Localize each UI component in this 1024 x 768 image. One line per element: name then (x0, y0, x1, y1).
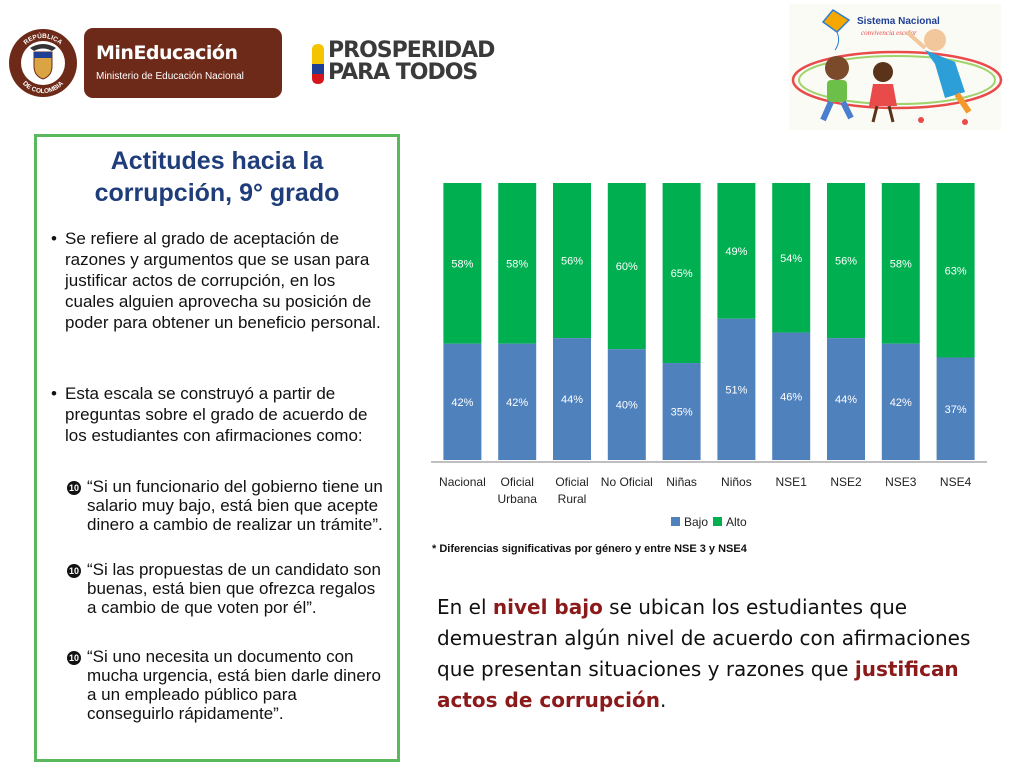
prosperidad-line2: PARA TODOS (328, 60, 478, 85)
sistema-nacional-line2: convivencia escolar (861, 29, 917, 37)
data-label-bajo: 42% (506, 397, 528, 409)
highlight-nivel-bajo: nivel bajo (492, 595, 603, 619)
panel-title: Actitudes hacia la corrupción, 9° grado (37, 145, 397, 209)
bullet-marker: • (51, 384, 57, 403)
legend-swatch-bajo (671, 517, 680, 526)
data-label-alto: 54% (780, 253, 802, 265)
mineducacion-title: MinEducación (96, 42, 238, 64)
sistema-nacional-convivencia-logo: Sistema Nacional convivencia escolar (789, 4, 1003, 130)
quote-item: “Si las propuestas de un candidato son b… (87, 560, 381, 617)
bar-bajo (936, 357, 975, 460)
bar-alto (772, 183, 811, 333)
bullet-definition: Se refiere al grado de aceptación de raz… (65, 229, 381, 332)
bar-bajo (443, 343, 482, 460)
data-label-alto: 60% (616, 261, 638, 273)
data-label-bajo: 46% (780, 391, 802, 403)
x-tick-label: Nacional (439, 475, 486, 489)
quote-bullet-icon: 10 (67, 564, 81, 578)
data-label-bajo: 40% (616, 400, 638, 412)
x-tick-label: NSE2 (830, 475, 862, 489)
legend-label-bajo: Bajo (684, 515, 708, 529)
x-tick-label: Urbana (498, 492, 538, 506)
legend-swatch-alto (713, 517, 722, 526)
panel-title-line2: corrupción, 9° grado (94, 179, 340, 207)
bar-bajo (772, 332, 811, 460)
bar-bajo (827, 338, 865, 460)
x-tick-label: Oficial (501, 475, 534, 489)
stacked-bar-chart: 58% 42% Nacional 58% 42% Oficial Urbana 56% 44% O… (431, 183, 987, 529)
mineducacion-subtitle: Ministerio de Educación Nacional (96, 71, 244, 82)
quote-item: “Si un funcionario del gobierno tiene un… (87, 477, 383, 534)
panel-title-line1: Actitudes hacia la (110, 147, 324, 175)
explanation-part2: se ubican los estudiantes que demuestran… (437, 595, 971, 681)
x-tick-label: Niñas (666, 475, 697, 489)
bar-alto (553, 183, 591, 339)
quote-item: “Si uno necesita un documento con mucha … (87, 647, 381, 723)
x-tick-label: Rural (558, 492, 587, 506)
bar-alto (443, 183, 482, 344)
explanation-part3: . (659, 688, 667, 712)
data-label-bajo: 35% (671, 407, 693, 419)
bar-alto (498, 183, 537, 344)
explanation-text: En el nivel bajo se ubican los estudiant… (437, 592, 1007, 716)
prosperidad-line1: PROSPERIDAD (328, 38, 495, 63)
definition-panel: Actitudes hacia la corrupción, 9° grado … (34, 134, 400, 762)
colombia-coat-of-arms-logo: REPÚBLICA DE COLOMBIA (9, 29, 77, 97)
bar-alto (607, 183, 646, 350)
bullet-scale: Esta escala se construyó a partir de pre… (65, 384, 368, 445)
bar-alto (662, 183, 701, 364)
mineducacion-logo: MinEducación Ministerio de Educación Nac… (84, 28, 282, 98)
data-label-alto: 58% (890, 258, 912, 270)
explanation-part1: En el (437, 595, 493, 619)
data-label-alto: 58% (506, 258, 528, 270)
legend-label-alto: Alto (726, 515, 747, 529)
x-tick-label: Niños (721, 475, 752, 489)
bar-bajo (717, 318, 756, 460)
prosperidad-para-todos-logo: PROSPERIDAD PARA TODOS (328, 38, 495, 85)
bar-bajo (881, 343, 920, 460)
x-tick-label: Oficial (555, 475, 588, 489)
bar-bajo (662, 363, 701, 460)
data-label-alto: 63% (945, 265, 967, 277)
bar-bajo (498, 343, 537, 460)
data-label-bajo: 42% (451, 397, 473, 409)
data-label-bajo: 44% (835, 394, 857, 406)
x-tick-label: NSE1 (776, 475, 808, 489)
data-label-bajo: 44% (561, 394, 583, 406)
bar-alto (827, 183, 865, 339)
bar-bajo (607, 349, 646, 460)
data-label-bajo: 37% (945, 404, 967, 416)
data-label-alto: 49% (725, 246, 747, 258)
chart-footnote: * Diferencias significativas por género … (432, 543, 747, 555)
data-label-alto: 58% (451, 258, 473, 270)
bar-alto (881, 183, 920, 344)
bullet-marker: • (51, 229, 57, 248)
x-tick-label: NSE4 (940, 475, 972, 489)
bar-bajo (553, 338, 591, 460)
prosperidad-flag-mark (312, 44, 324, 84)
sistema-nacional-line1: Sistema Nacional (857, 16, 940, 27)
bar-alto (717, 183, 756, 319)
data-label-alto: 56% (835, 256, 857, 268)
x-tick-label: NSE3 (885, 475, 917, 489)
highlight-actos-corrupcion: justifican actos de corrupción (437, 657, 959, 712)
data-label-alto: 65% (671, 268, 693, 280)
x-tick-label: No Oficial (601, 475, 653, 489)
data-label-alto: 56% (561, 256, 583, 268)
quote-bullet-icon: 10 (67, 651, 81, 665)
data-label-bajo: 42% (890, 397, 912, 409)
bar-alto (936, 183, 975, 358)
quote-bullet-icon: 10 (67, 481, 81, 495)
data-label-bajo: 51% (725, 384, 747, 396)
